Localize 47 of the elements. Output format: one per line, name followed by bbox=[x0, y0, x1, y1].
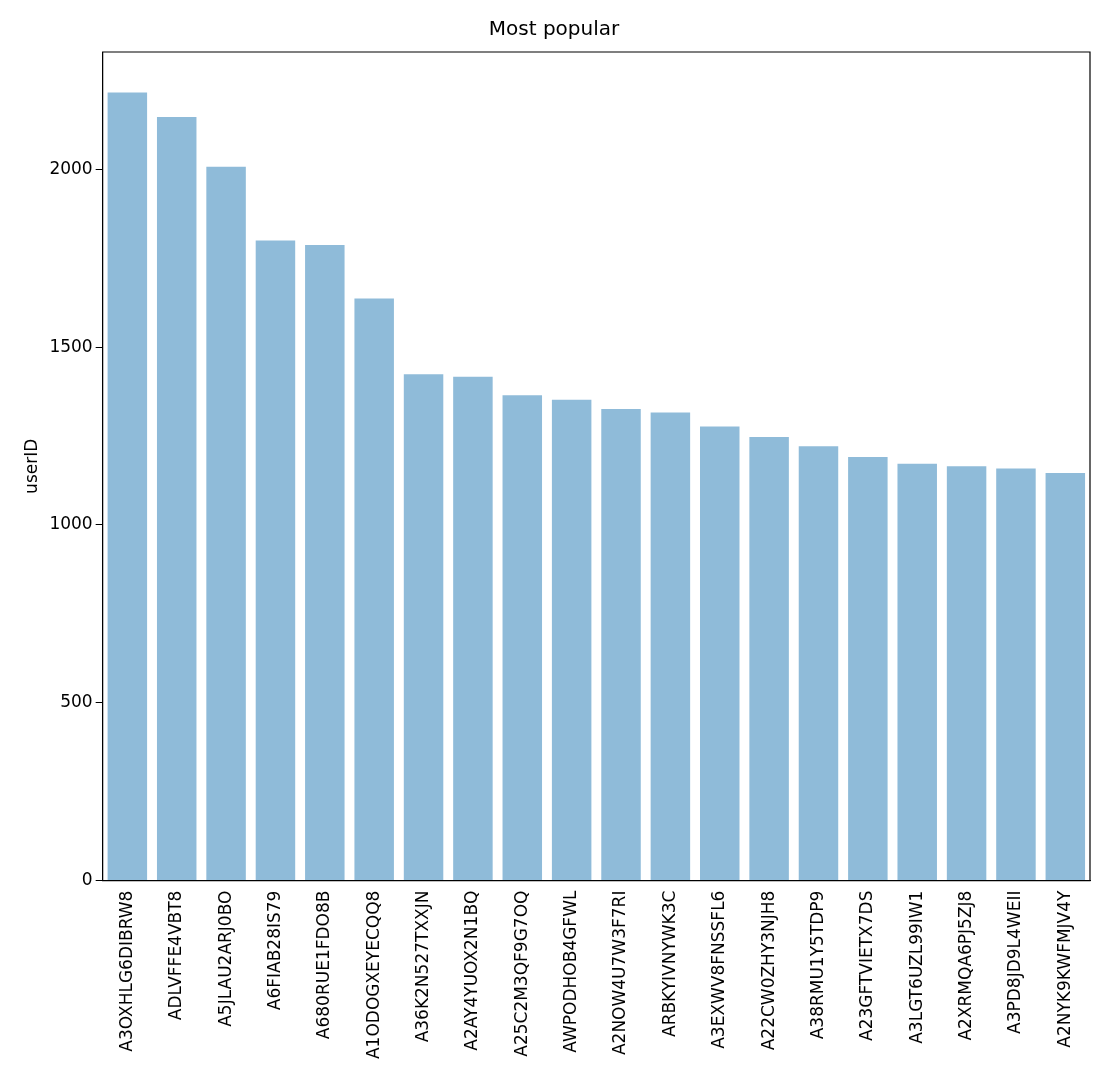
bar bbox=[255, 240, 296, 881]
y-tick-label: 1000 bbox=[49, 513, 93, 534]
chart-title: Most popular bbox=[488, 16, 620, 41]
y-axis-title: userID bbox=[20, 438, 41, 494]
x-tick-label: A1ODOGXEYECQQ8 bbox=[362, 890, 383, 1060]
y-tick-label: 0 bbox=[81, 868, 93, 889]
bar bbox=[403, 374, 444, 881]
x-tick-label: ADLVFFE4VBT8 bbox=[165, 890, 186, 1021]
y-tick-label: 500 bbox=[60, 691, 93, 712]
bar bbox=[601, 409, 641, 881]
bar bbox=[156, 117, 197, 881]
bar bbox=[206, 166, 246, 881]
bar bbox=[848, 457, 888, 881]
bar bbox=[946, 466, 987, 881]
y-tick-label: 2000 bbox=[49, 157, 93, 178]
x-tick-label: A38RMU1Y5TDP9 bbox=[806, 890, 827, 1040]
x-tick-label: A3OXHLG6DIBRW8 bbox=[115, 890, 136, 1052]
x-tick-label: A36K2N527TXXJN bbox=[411, 890, 432, 1043]
bar bbox=[700, 426, 740, 881]
bar bbox=[551, 399, 592, 881]
x-tick-label: A6FIAB28IS79 bbox=[263, 890, 284, 1011]
bar bbox=[650, 412, 691, 881]
bar bbox=[305, 245, 345, 881]
bar bbox=[996, 468, 1036, 881]
y-tick-label: 1500 bbox=[49, 335, 93, 356]
bar bbox=[749, 437, 789, 881]
x-tick-label: A3EXWV8FNSSFL6 bbox=[708, 890, 729, 1049]
x-tick-label: AWPODHOB4GFWL bbox=[560, 890, 581, 1053]
x-tick-label: A22CW0ZHY3NJH8 bbox=[757, 890, 778, 1051]
x-tick-label: ARBKYIVNYWK3C bbox=[658, 890, 679, 1037]
x-tick-label: A25C2M3QF9G7OQ bbox=[510, 890, 531, 1057]
bar bbox=[107, 92, 148, 881]
bar bbox=[798, 446, 839, 881]
x-tick-label: A2AY4YUOX2N1BQ bbox=[461, 890, 482, 1051]
bar bbox=[354, 298, 394, 881]
x-tick-label: A23GFTVIETX7DS bbox=[856, 890, 877, 1041]
x-tick-label: A2XRMQA6PJ5ZJ8 bbox=[955, 890, 975, 1041]
x-tick-label: A5JLAU2ARJ0BO bbox=[214, 890, 235, 1027]
x-tick-label: A2NOW4U7W3F7RI bbox=[609, 890, 630, 1056]
x-tick-label: A2NYK9KWFMJV4Y bbox=[1053, 889, 1074, 1048]
x-tick-label: A3PD8JD9L4WEII bbox=[1004, 890, 1025, 1034]
bar bbox=[502, 395, 543, 881]
x-tick-label: A3LGT6UZL99IW1 bbox=[905, 890, 926, 1044]
bar bbox=[897, 463, 937, 881]
bar bbox=[453, 376, 493, 881]
x-tick-label: A680RUE1FDO8B bbox=[313, 890, 334, 1040]
bar bbox=[1045, 473, 1086, 881]
